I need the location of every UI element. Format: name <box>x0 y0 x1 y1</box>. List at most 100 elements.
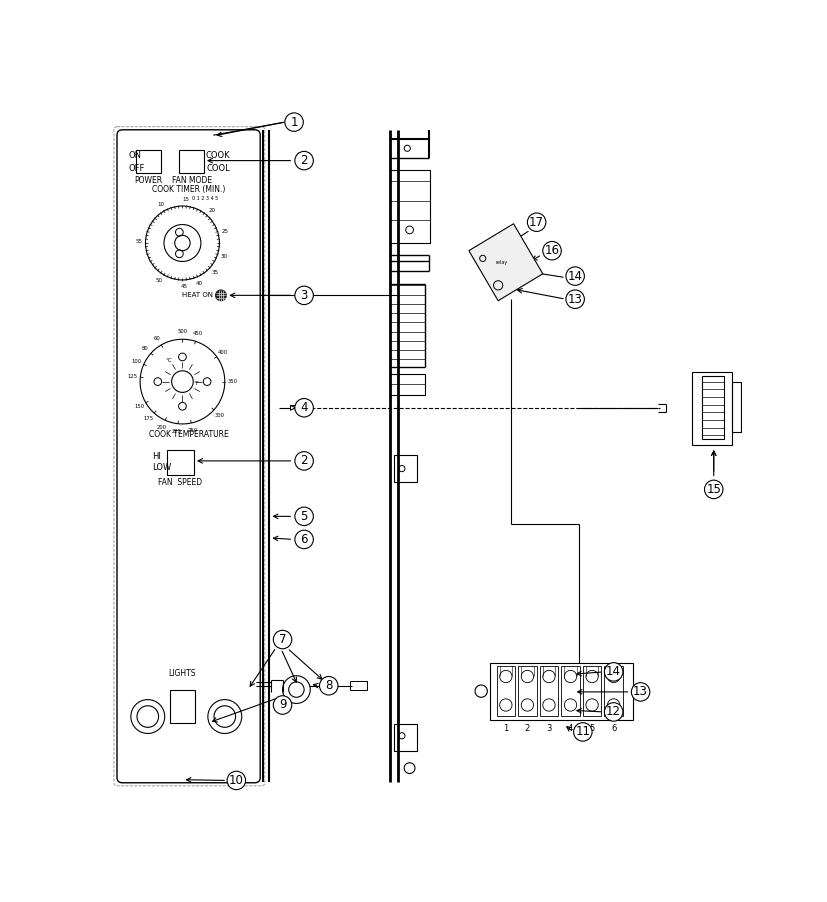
Text: 13: 13 <box>633 686 648 698</box>
Circle shape <box>543 242 562 260</box>
Circle shape <box>216 290 227 300</box>
Circle shape <box>566 267 585 285</box>
Text: °F: °F <box>194 382 199 386</box>
Text: 2: 2 <box>300 154 308 167</box>
Bar <box>179 150 204 173</box>
Text: 80: 80 <box>142 345 149 351</box>
Text: 55: 55 <box>135 239 142 244</box>
Circle shape <box>566 290 585 308</box>
Bar <box>692 372 732 445</box>
Text: 175: 175 <box>144 417 154 421</box>
Bar <box>136 150 161 173</box>
Text: LOW: LOW <box>151 464 171 473</box>
Text: FAN  SPEED: FAN SPEED <box>158 478 202 487</box>
Bar <box>605 667 623 716</box>
Text: 0 1 2 3 4 5: 0 1 2 3 4 5 <box>192 196 218 201</box>
Text: 100: 100 <box>131 359 141 364</box>
Text: 50: 50 <box>155 278 163 282</box>
Text: 6: 6 <box>300 533 308 546</box>
Text: 4: 4 <box>300 401 308 414</box>
Text: 14: 14 <box>606 666 621 678</box>
Text: 12: 12 <box>606 705 621 718</box>
Bar <box>390 374 425 395</box>
Text: 25: 25 <box>222 229 228 235</box>
Text: 16: 16 <box>544 244 560 257</box>
Circle shape <box>295 286 313 305</box>
Text: 2: 2 <box>525 724 530 733</box>
Text: 250: 250 <box>188 428 198 433</box>
Bar <box>490 663 633 721</box>
Text: HI: HI <box>151 452 160 461</box>
Circle shape <box>605 703 623 722</box>
Circle shape <box>705 480 723 499</box>
Circle shape <box>295 452 313 470</box>
Text: 125: 125 <box>127 373 138 379</box>
Text: 5: 5 <box>590 724 595 733</box>
Text: 200: 200 <box>157 425 167 430</box>
Text: 4: 4 <box>568 724 573 733</box>
Text: 15: 15 <box>706 483 721 496</box>
Circle shape <box>295 507 313 526</box>
Circle shape <box>295 530 313 548</box>
Circle shape <box>631 683 650 701</box>
Bar <box>394 455 418 482</box>
Text: 5: 5 <box>300 510 308 523</box>
Text: 500: 500 <box>177 329 188 334</box>
Bar <box>702 376 724 439</box>
Text: 13: 13 <box>567 293 582 306</box>
Bar <box>496 667 515 716</box>
Circle shape <box>295 152 313 170</box>
Circle shape <box>273 630 292 649</box>
Text: 400: 400 <box>218 350 228 354</box>
Text: 3: 3 <box>547 724 552 733</box>
Text: relay: relay <box>496 260 508 265</box>
Circle shape <box>528 213 546 232</box>
Circle shape <box>605 663 623 681</box>
Text: 20: 20 <box>208 207 215 213</box>
Text: COOK TIMER (MIN.): COOK TIMER (MIN.) <box>152 185 225 194</box>
Text: 150: 150 <box>134 404 144 410</box>
Text: 450: 450 <box>193 332 203 336</box>
Text: 2: 2 <box>300 455 308 467</box>
Text: 15: 15 <box>183 197 189 202</box>
Text: POWER: POWER <box>135 176 163 185</box>
Text: OFF: OFF <box>128 164 145 173</box>
Bar <box>562 667 580 716</box>
Text: 1: 1 <box>503 724 509 733</box>
Text: 14: 14 <box>567 270 583 282</box>
Bar <box>167 450 194 474</box>
Text: 8: 8 <box>325 679 332 692</box>
Text: 17: 17 <box>529 216 544 229</box>
Polygon shape <box>469 224 543 300</box>
Text: 10: 10 <box>157 202 164 207</box>
Text: 350: 350 <box>227 379 237 384</box>
Text: 1: 1 <box>290 115 298 129</box>
Circle shape <box>295 399 313 417</box>
Circle shape <box>319 676 338 695</box>
Text: 225: 225 <box>172 428 182 434</box>
Bar <box>732 382 742 432</box>
Text: COOK TEMPERATURE: COOK TEMPERATURE <box>149 430 228 439</box>
Text: 300: 300 <box>215 412 225 418</box>
Text: 35: 35 <box>212 270 218 275</box>
Text: 45: 45 <box>180 284 188 290</box>
Bar <box>394 724 418 751</box>
Bar <box>390 170 430 243</box>
Bar <box>351 681 367 690</box>
Text: 9: 9 <box>279 698 286 712</box>
Circle shape <box>574 723 592 741</box>
Text: COOK: COOK <box>206 152 230 161</box>
Text: COOL: COOL <box>207 164 230 173</box>
Text: 30: 30 <box>221 254 227 259</box>
Bar <box>170 690 195 723</box>
Circle shape <box>227 771 246 789</box>
Text: 3: 3 <box>300 289 308 302</box>
Text: FAN MODE: FAN MODE <box>172 176 212 185</box>
Text: 7: 7 <box>279 633 286 646</box>
Text: 10: 10 <box>229 774 244 787</box>
Text: 60: 60 <box>154 336 160 341</box>
Text: 11: 11 <box>576 725 590 739</box>
Bar <box>519 667 537 716</box>
Circle shape <box>284 113 304 132</box>
Text: °C: °C <box>165 357 172 363</box>
